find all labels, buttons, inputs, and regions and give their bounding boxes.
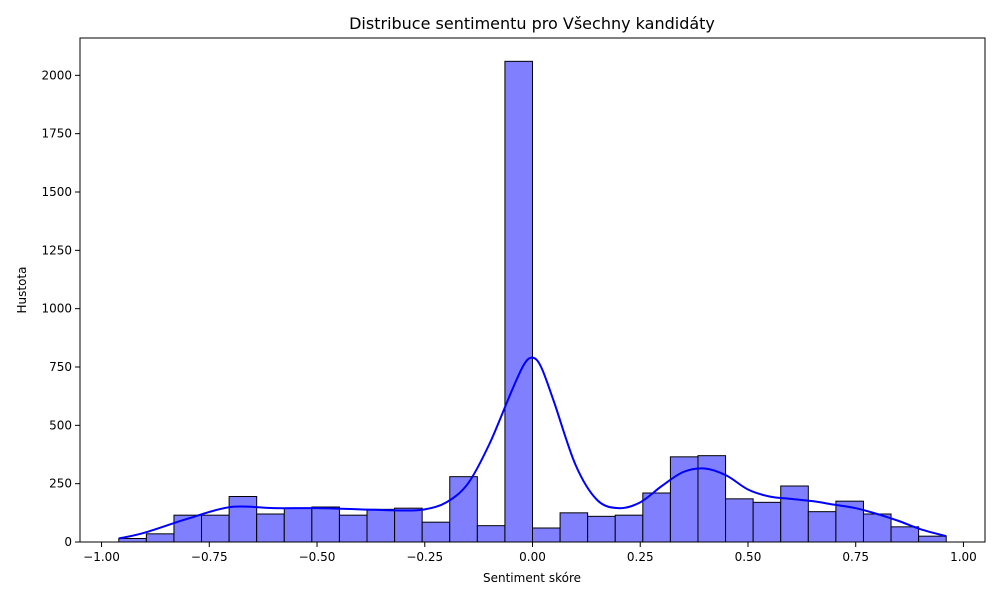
y-tick-label: 500 [49,418,72,432]
histogram-bar [338,514,368,543]
y-tick-label: 1500 [41,185,72,199]
histogram-bar [145,533,175,543]
x-tick-label: 0.25 [627,550,654,564]
y-tick-label: 1750 [41,127,72,141]
x-tick-label: −1.00 [83,550,120,564]
histogram-bar [394,507,423,543]
histogram-bar [780,485,809,543]
histogram-bar [669,456,699,543]
histogram-bar [890,526,920,543]
histogram-bar [752,501,782,543]
histogram-bar [642,492,671,543]
y-tick-label: 0 [64,535,72,549]
histogram-bars [118,60,947,543]
x-tick-label: 0.75 [842,550,869,564]
histogram-bar [862,513,892,543]
x-tick-label: 0.00 [519,550,546,564]
histogram-bar [587,515,616,543]
y-tick-label: 2000 [41,68,72,82]
histogram-bar [559,512,589,543]
x-tick-label: −0.25 [406,550,443,564]
histogram-bar [366,508,396,543]
y-tick-label: 1250 [41,243,72,257]
x-axis-label: Sentiment skóre [483,571,581,585]
histogram-bar [476,525,506,543]
histogram-bar [504,60,533,543]
chart-title: Distribuce sentimentu pro Všechny kandid… [349,14,715,33]
histogram-bar [421,521,451,543]
kde-line [118,356,947,540]
y-axis-label: Hustota [15,267,29,314]
histogram-bar [614,514,644,543]
histogram-bar [807,511,837,543]
x-tick-label: 1.00 [950,550,977,564]
histogram-bar [532,527,561,543]
histogram-bar [228,496,258,543]
histogram-bar [311,506,340,543]
x-tick-label: −0.75 [191,550,228,564]
histogram-bar [725,498,754,543]
x-tick-label: −0.50 [299,550,336,564]
histogram-bar [283,507,313,543]
y-tick-label: 1000 [41,302,72,316]
x-tick-label: 0.50 [735,550,762,564]
x-axis-ticks: −1.00 −0.75 −0.50 −0.25 0.00 0.25 0.50 0.75 1.00 [83,542,977,564]
histogram-bar [256,513,285,543]
y-axis-ticks: 0 250 500 750 1000 1250 1500 1750 2000 [41,68,80,549]
histogram-bar [918,535,947,543]
histogram-bar [118,538,147,543]
y-tick-label: 250 [49,477,72,491]
histogram-bar [201,514,230,543]
y-tick-label: 750 [49,360,72,374]
histogram-bar [449,476,478,543]
